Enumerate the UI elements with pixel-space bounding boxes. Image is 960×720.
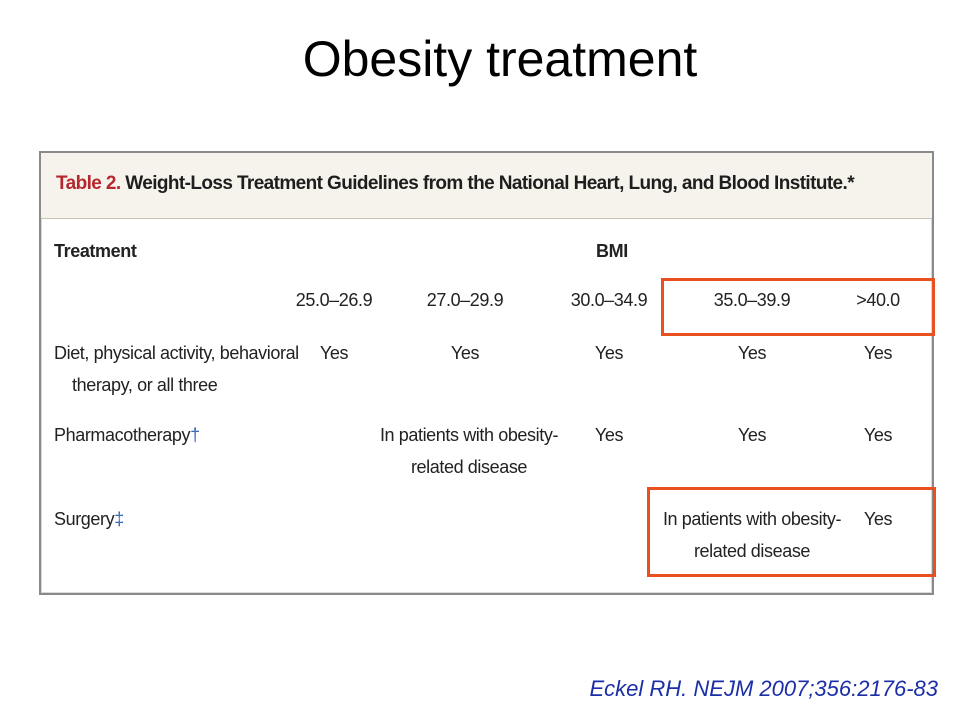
table-cell: Yes <box>319 343 349 363</box>
table-caption-bar: Table 2. Weight-Loss Treatment Guideline… <box>41 153 932 219</box>
citation: Eckel RH. NEJM 2007;356:2176-83 <box>589 676 938 701</box>
bmi-header: BMI <box>596 241 628 261</box>
table-cell: Yes <box>737 425 767 445</box>
pharmacotherapy-text: Pharmacotherapy <box>54 425 191 445</box>
table-caption-text: Weight-Loss Treatment Guidelines from th… <box>125 173 854 194</box>
treatment-label-diet-cont: therapy, or all three <box>72 375 218 395</box>
treatment-label-surgery: Surgery‡ <box>54 503 124 536</box>
table-cell: Yes <box>594 425 624 445</box>
table-cell-note: In patients with obesity- <box>662 509 842 529</box>
bmi-column-header: 25.0–26.9 <box>295 290 373 310</box>
footnote-dagger: † <box>190 425 200 445</box>
footnote-double-dagger: ‡ <box>114 509 124 529</box>
table-caption: Table 2. Weight-Loss Treatment Guideline… <box>56 173 855 195</box>
table-cell: Yes <box>737 343 767 363</box>
table-cell-note-cont: related disease <box>693 541 811 561</box>
bmi-column-header: 35.0–39.9 <box>713 290 791 310</box>
bmi-column-header: 27.0–29.9 <box>426 290 504 310</box>
table-cell: Yes <box>594 343 624 363</box>
surgery-text: Surgery <box>54 509 115 529</box>
table-cell: Yes <box>863 343 893 363</box>
slide-title: Obesity treatment <box>302 31 698 87</box>
treatment-label-diet: Diet, physical activity, behavioral <box>54 343 299 363</box>
table-cell: Yes <box>863 509 893 529</box>
table-number: Table 2. <box>56 173 121 194</box>
highlight-box-surgery <box>647 487 936 577</box>
table-cell-note: In patients with obesity- <box>379 425 559 445</box>
treatment-header: Treatment <box>54 241 137 261</box>
bmi-column-header: 30.0–34.9 <box>570 290 648 310</box>
highlight-box-bmi-high <box>661 278 935 336</box>
table-cell-note-cont: related disease <box>410 457 528 477</box>
table-cell: Yes <box>863 425 893 445</box>
bmi-column-header: >40.0 <box>856 290 900 310</box>
table-cell: Yes <box>450 343 480 363</box>
treatment-label-pharmacotherapy: Pharmacotherapy† <box>54 419 200 452</box>
guidelines-table: Table 2. Weight-Loss Treatment Guideline… <box>39 151 934 595</box>
